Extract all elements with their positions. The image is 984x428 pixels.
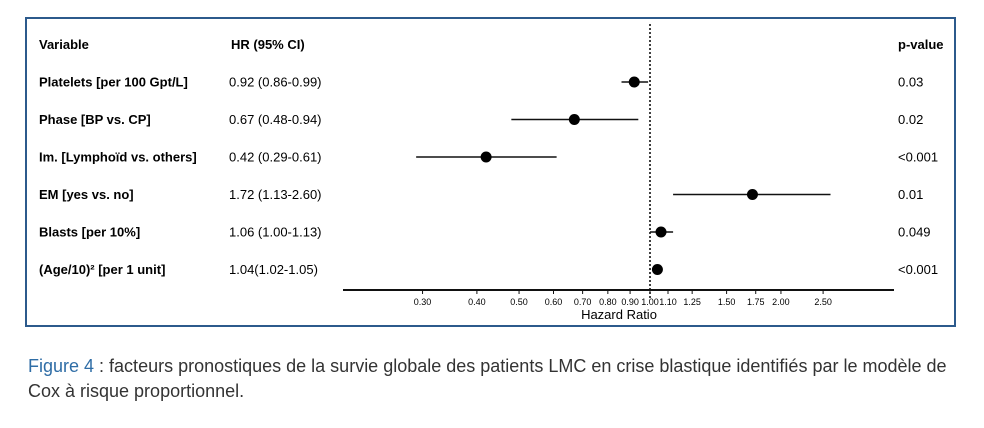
row-hr-ci: 1.04(1.02-1.05) [229,262,318,277]
x-axis-label: Hazard Ratio [581,307,657,322]
x-tick-label: 1.10 [659,297,677,307]
x-tick-label: 1.75 [747,297,765,307]
x-tick-label: 1.50 [718,297,736,307]
x-tick-label: 0.60 [545,297,563,307]
caption-text: : facteurs pronostiques de la survie glo… [28,356,947,401]
row-label: (Age/10)² [per 1 unit] [39,262,165,277]
header-p-value: p-value [898,37,944,52]
x-tick-label: 0.40 [468,297,486,307]
x-tick-label: 0.70 [574,297,592,307]
row-label: Platelets [per 100 Gpt/L] [39,75,188,90]
row-hr-ci: 0.67 (0.48-0.94) [229,112,322,127]
header-variable: Variable [39,37,89,52]
header-hr: HR (95% CI) [231,37,305,52]
row-hr-ci: 0.92 (0.86-0.99) [229,75,322,90]
x-tick-label: 0.50 [510,297,528,307]
row-hr-ci: 1.72 (1.13-2.60) [229,187,322,202]
row-p-value: 0.02 [898,112,923,127]
figure-frame [25,17,956,327]
hr-point [746,189,758,200]
figure-caption: Figure 4 : facteurs pronostiques de la s… [28,354,968,404]
x-tick-label: 0.90 [621,297,639,307]
row-label: EM [yes vs. no] [39,187,134,202]
row-p-value: <0.001 [898,262,938,277]
hr-point [480,151,492,163]
x-tick-label: 2.00 [772,297,790,307]
forest-plot: Variable HR (95% CI) p-value Platelets [… [39,24,944,322]
hr-point [568,114,580,125]
row-p-value: <0.001 [898,150,938,165]
hr-point [651,264,663,275]
figure-label: Figure 4 [28,356,95,376]
row-p-value: 0.03 [898,75,923,90]
row-label: Blasts [per 10%] [39,225,140,240]
row-hr-ci: 1.06 (1.00-1.13) [229,225,322,240]
hr-point [655,226,667,238]
x-tick-label: 0.80 [599,297,617,307]
x-tick-label: 1.00 [641,297,659,307]
hr-point [628,76,640,88]
row-p-value: 0.049 [898,225,931,240]
row-p-value: 0.01 [898,187,923,202]
x-tick-label: 1.25 [683,297,701,307]
x-tick-label: 0.30 [414,297,432,307]
row-hr-ci: 0.42 (0.29-0.61) [229,150,322,165]
row-label: Phase [BP vs. CP] [39,112,151,127]
x-tick-label: 2.50 [814,297,832,307]
row-label: Im. [Lymphoïd vs. others] [39,150,197,165]
